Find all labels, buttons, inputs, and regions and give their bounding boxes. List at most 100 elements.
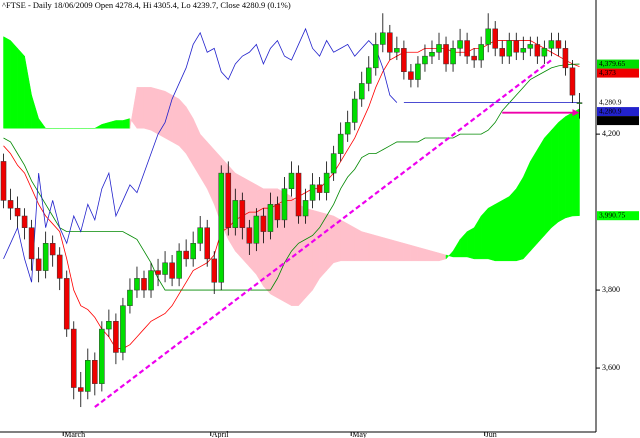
candle-body: [429, 51, 435, 57]
candle-body: [408, 71, 414, 80]
candle-body: [56, 254, 63, 279]
price-label: 3,990.75: [599, 210, 626, 219]
cloud-segment: [382, 237, 391, 262]
cloud-segment: [347, 223, 355, 262]
candle-body: [569, 67, 576, 96]
cloud-segment: [565, 112, 573, 219]
candle-body: [492, 28, 498, 49]
candle-body: [351, 98, 358, 123]
candle-body: [28, 227, 35, 260]
candle-body: [534, 44, 541, 57]
candle-body: [541, 48, 548, 57]
cloud-segment: [199, 133, 208, 190]
cloud-segment: [31, 95, 39, 129]
candle-body: [7, 200, 14, 209]
candle-body: [281, 188, 288, 221]
price-label-box: [597, 116, 639, 126]
cloud-segment: [459, 230, 468, 258]
candle-body: [92, 360, 98, 384]
cloud-segment: [480, 207, 489, 260]
price-label-box: [597, 211, 639, 221]
cloud-segment: [396, 241, 405, 262]
candle-body: [288, 172, 295, 189]
candle-body: [520, 48, 527, 53]
candle-body: [260, 215, 267, 232]
candle-body: [316, 184, 323, 193]
cloud-segment: [544, 129, 552, 237]
candle-body: [464, 40, 470, 57]
price-label: 4,379.65: [599, 59, 626, 68]
candle-body: [239, 200, 246, 228]
candle-body: [478, 44, 484, 61]
cloud-segment: [150, 87, 159, 135]
cloud-segment: [508, 188, 517, 262]
cloud-segment: [10, 39, 18, 129]
candle-body: [380, 32, 386, 45]
cloud-segment: [445, 250, 454, 260]
candle-body: [387, 32, 393, 53]
cloud-segment: [143, 87, 152, 131]
cloud-segment: [466, 227, 475, 260]
candle-body: [450, 48, 456, 65]
price-label-box: [597, 59, 639, 69]
cloud-segment: [206, 141, 215, 205]
candle-body: [148, 270, 154, 291]
candle-body: [576, 102, 583, 104]
x-tick-label: March: [64, 430, 85, 438]
candle-body: [436, 44, 442, 53]
cloud-segment: [410, 244, 419, 262]
cloud-segment: [122, 118, 131, 129]
candle-body: [35, 258, 42, 271]
cloud-segment: [431, 250, 440, 262]
cloud-segment: [3, 36, 11, 129]
cloud-segment: [558, 116, 566, 223]
cloud-segment: [417, 246, 426, 262]
price-label: 4,280.9: [599, 106, 622, 115]
candle-body: [373, 44, 379, 69]
candle-body: [0, 161, 7, 201]
cloud-segment: [473, 215, 482, 260]
cloud-segment: [185, 105, 194, 167]
candle-body: [204, 227, 210, 260]
candle-body: [443, 44, 449, 65]
candle-body: [85, 360, 91, 392]
candle-body: [295, 172, 302, 217]
cloud-segment: [375, 235, 384, 262]
cloud-segment: [389, 239, 398, 262]
cloud-segment: [516, 176, 524, 262]
cloud-segment: [298, 203, 306, 307]
candle-body: [77, 387, 84, 392]
cloud-segment: [438, 252, 447, 262]
cloud-segment: [136, 87, 145, 129]
candle-body: [337, 133, 344, 154]
cloud-segment: [572, 108, 580, 217]
candle-body: [190, 243, 196, 260]
candle-body: [70, 328, 77, 388]
candle-body: [562, 48, 569, 69]
candle-body: [211, 258, 218, 283]
candle-body: [134, 278, 140, 291]
candle-body: [422, 55, 428, 65]
candle-body: [323, 172, 330, 193]
cloud-segment: [452, 238, 461, 258]
candle-body: [309, 184, 316, 201]
cloud-segment: [157, 88, 166, 139]
candle-body: [548, 40, 555, 49]
candle-body: [169, 262, 175, 279]
candle-body: [344, 122, 351, 135]
cloud-segment: [108, 120, 117, 129]
candle-body: [527, 44, 534, 49]
candle-body: [506, 40, 513, 57]
price-label-box: [597, 68, 639, 78]
cloud-segment: [129, 87, 138, 130]
cloud-segment: [501, 196, 510, 262]
price-label: 4,280.9: [599, 115, 622, 124]
cloud-segment: [192, 118, 201, 178]
candle-body: [49, 243, 56, 256]
candle-body: [513, 40, 520, 53]
cloud-segment: [537, 137, 545, 244]
candle-body: [267, 204, 274, 232]
candle-body: [225, 172, 232, 228]
candle-body: [232, 200, 239, 228]
price-label-box: [597, 107, 639, 117]
